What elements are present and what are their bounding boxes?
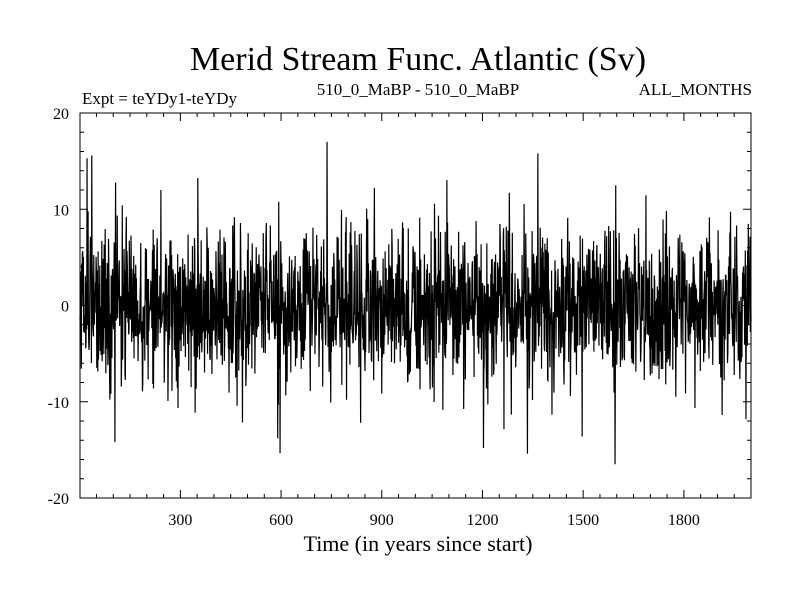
experiment-label: Expt = teYDy1-teYDy	[82, 89, 238, 108]
y-tick-label: -10	[48, 395, 69, 412]
y-tick-label: -20	[48, 491, 69, 508]
y-tick-label: 0	[61, 299, 69, 316]
x-tick-label: 900	[370, 512, 394, 529]
series-line	[79, 141, 752, 465]
series-layer	[79, 141, 752, 465]
months-label: ALL_MONTHS	[639, 80, 752, 99]
x-axis-label: Time (in years since start)	[304, 531, 533, 556]
x-tick-label: 1500	[567, 512, 599, 529]
y-tick-label: 10	[53, 202, 69, 219]
x-tick-label: 300	[168, 512, 192, 529]
ticks-layer	[80, 113, 751, 498]
x-tick-label: 600	[269, 512, 293, 529]
chart-title: Merid Stream Func. Atlantic (Sv)	[190, 41, 646, 78]
period-label: 510_0_MaBP - 510_0_MaBP	[317, 80, 519, 99]
x-tick-label: 1200	[466, 512, 498, 529]
y-tick-label: 20	[53, 106, 69, 123]
x-tick-label: 1800	[668, 512, 700, 529]
plot-area: 300 600 900 1200 1500 1800 -20 -10 0 10 20	[48, 106, 752, 529]
tick-labels-layer: 300 600 900 1200 1500 1800 -20 -10 0 10 20	[48, 106, 700, 529]
